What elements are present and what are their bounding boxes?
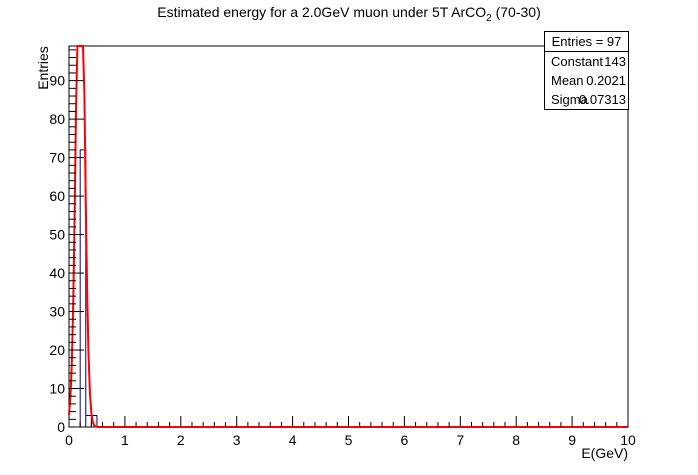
histogram-bars [69, 149, 628, 428]
stats-row-mean: Mean 0.2021 [545, 71, 628, 90]
x-tick-label: 9 [568, 432, 576, 448]
y-axis-label: Entries [34, 46, 51, 90]
y-tick-label: 40 [49, 265, 65, 281]
x-axis-label: E(GeV) [581, 445, 628, 461]
stats-value: 0.07313 [579, 92, 626, 107]
histogram-bin-1 [86, 415, 92, 427]
stats-box: Entries = 97 Constant 143 Mean 0.2021 Si… [544, 31, 629, 110]
axis-ticks [68, 49, 629, 428]
x-tick-label: 7 [456, 432, 464, 448]
histogram-outline [69, 149, 628, 428]
stats-key: Constant [551, 54, 604, 69]
stats-row-sigma: Sigma 0.07313 [545, 90, 628, 109]
x-tick-label: 4 [289, 432, 297, 448]
y-tick-label: 20 [49, 342, 65, 358]
y-tick-label: 0 [57, 419, 65, 435]
y-tick-label: 50 [49, 227, 65, 243]
x-tick-label: 6 [401, 432, 409, 448]
y-tick-label: 60 [49, 188, 65, 204]
stats-row-constant: Constant 143 [545, 52, 628, 71]
x-tick-label: 1 [121, 432, 129, 448]
x-tick-label: 10 [620, 432, 636, 448]
stats-value: 143 [604, 54, 626, 69]
x-tick-label: 0 [65, 432, 73, 448]
y-tick-label: 10 [49, 381, 65, 397]
y-tick-label: 70 [49, 150, 65, 166]
chart-title: Estimated energy for a 2.0GeV muon under… [157, 4, 541, 24]
x-tick-label: 2 [177, 432, 185, 448]
stats-key: Mean [551, 73, 584, 88]
x-tick-label: 3 [233, 432, 241, 448]
y-tick-label: 90 [49, 73, 65, 89]
x-tick-label: 8 [512, 432, 520, 448]
stats-key: Sigma [551, 92, 588, 107]
y-tick-label: 30 [49, 304, 65, 320]
y-tick-label: 80 [49, 111, 65, 127]
stats-entries: Entries = 97 [545, 32, 628, 52]
stats-value: 0.2021 [586, 73, 626, 88]
tick-labels: 0 1 2 3 4 5 6 7 8 9 10 0 10 20 30 40 50 60 70 80 90 [49, 73, 636, 448]
x-tick-label: 5 [345, 432, 353, 448]
